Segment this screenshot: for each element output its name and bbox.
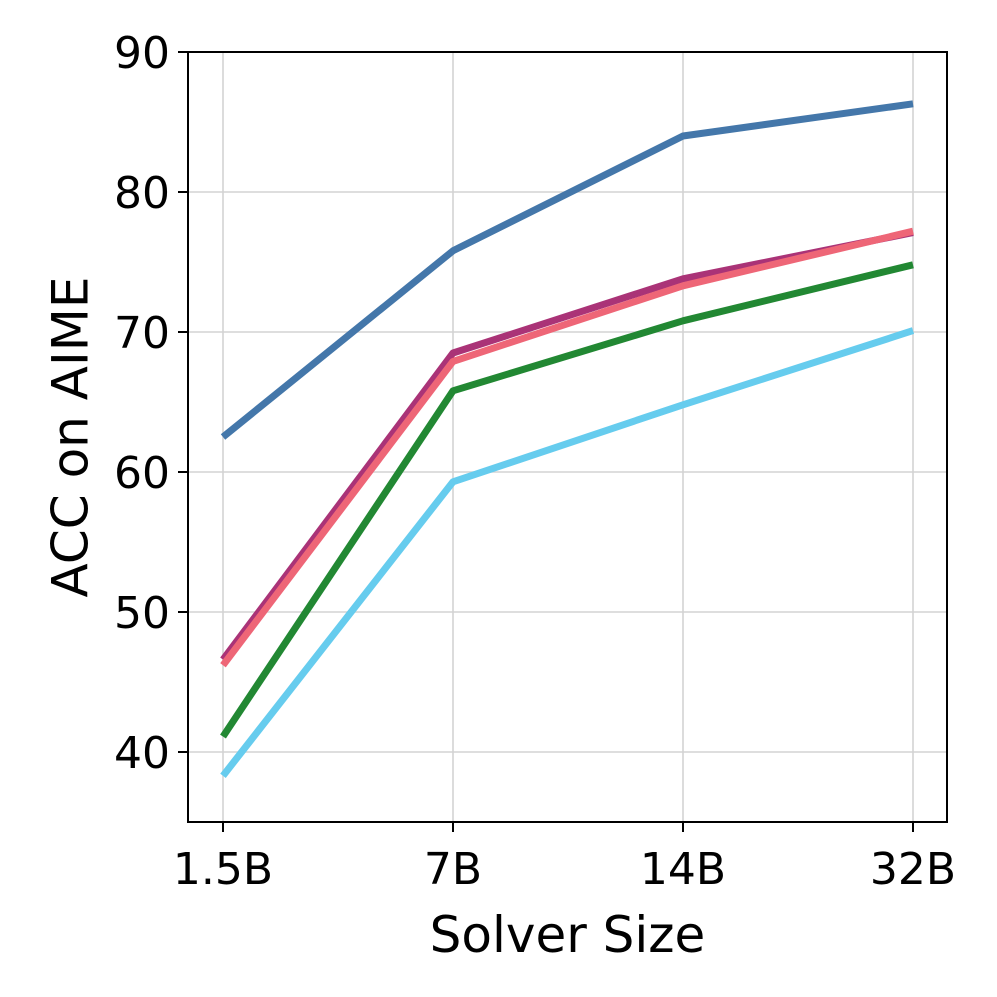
axis-ticks: 1.5B 7B 14B 32B 40 50 60 70 80 90 xyxy=(114,28,956,895)
series-lines xyxy=(220,100,915,778)
y-tick-label: 90 xyxy=(114,28,170,79)
series-line-1 xyxy=(220,100,914,440)
y-tick-label: 50 xyxy=(114,588,170,639)
plot-frame xyxy=(187,51,948,823)
y-tick-label: 70 xyxy=(114,308,170,359)
series-line-3 xyxy=(220,227,914,668)
y-tick-label: 80 xyxy=(114,168,170,219)
grid xyxy=(188,51,947,822)
series-line-4 xyxy=(220,261,914,739)
y-tick-label: 60 xyxy=(114,448,170,499)
y-axis-label: ACC on AIME xyxy=(42,277,100,598)
y-tick-label: 40 xyxy=(114,728,170,779)
x-tick-label: 32B xyxy=(870,844,956,895)
x-axis-label: Solver Size xyxy=(430,906,706,964)
x-tick-label: 14B xyxy=(640,844,726,895)
x-tick-label: 1.5B xyxy=(173,844,273,895)
series-line-5 xyxy=(220,327,915,778)
x-tick-label: 7B xyxy=(424,844,482,895)
